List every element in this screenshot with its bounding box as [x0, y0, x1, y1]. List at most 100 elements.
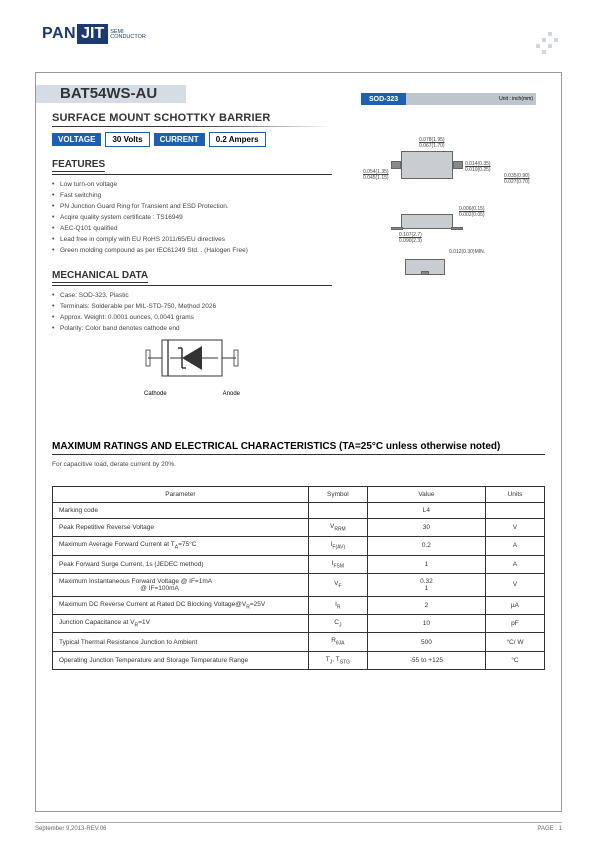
list-item: Green molding compound as per IEC61249 S…	[52, 247, 352, 254]
col-value: Value	[367, 487, 485, 503]
footer-page: PAGE . 1	[537, 826, 562, 832]
cell-param: Maximum DC Reverse Current at Rated DC B…	[53, 596, 309, 614]
table-row: Maximum Average Forward Current at TA=75…	[53, 537, 545, 555]
pkg-lead-end	[421, 271, 429, 275]
cell-value: 2	[367, 596, 485, 614]
cell-units: A	[485, 537, 544, 555]
logo-jit-box: JIT	[77, 24, 108, 44]
logo-sub2: CONDUCTOR	[110, 34, 146, 40]
content-frame: BAT54WS-AU SURFACE MOUNT SCHOTTKY BARRIE…	[35, 72, 562, 812]
pkg-body-side	[401, 214, 453, 229]
current-value: 0.2 Ampers	[209, 132, 266, 147]
package-diagram: SOD-323 Unit : inch(mm) 0.078(1.95) 0.06…	[361, 93, 561, 304]
cell-value: 1	[367, 555, 485, 573]
footer: September 9,2013-REV.06 PAGE . 1	[35, 822, 562, 832]
cell-param: Typical Thermal Resistance Junction to A…	[53, 633, 309, 651]
dim-d6: 0.010(0.25)	[465, 167, 491, 173]
pkg-lead-right	[453, 161, 463, 169]
cell-symbol	[308, 503, 367, 519]
cell-param: Marking code	[53, 503, 309, 519]
cell-param: Peak Repetitive Reverse Voltage	[53, 519, 309, 537]
dim-d12: 0.090(2.3)	[399, 238, 422, 244]
anode-label: Anode	[223, 391, 240, 397]
part-number: BAT54WS-AU	[60, 85, 157, 102]
col-units: Units	[485, 487, 544, 503]
cell-symbol: VF	[308, 573, 367, 596]
cell-symbol: RθJA	[308, 633, 367, 651]
cell-units: °C/ W	[485, 633, 544, 651]
table-row: Peak Repetitive Reverse Voltage VRRM 30 …	[53, 519, 545, 537]
list-item: Terminals: Solderable per MIL-STD-750, M…	[52, 303, 352, 310]
cell-symbol: IFSM	[308, 555, 367, 573]
features-underline	[52, 174, 332, 175]
cell-param: Peak Forward Surge Current, 1s (JEDEC me…	[53, 555, 309, 573]
cell-units: µA	[485, 596, 544, 614]
pkg-lr	[451, 227, 463, 230]
ratings-tbody: Marking code L4 Peak Repetitive Reverse …	[53, 503, 545, 670]
list-item: AEC-Q101 qualified	[52, 225, 352, 232]
current-label: CURRENT	[154, 133, 205, 146]
product-subtitle: SURFACE MOUNT SCHOTTKY BARRIER	[52, 112, 352, 124]
cell-units: A	[485, 555, 544, 573]
spec-line: VOLTAGE 30 Volts CURRENT 0.2 Ampers	[52, 132, 352, 147]
list-item: Approx. Weight: 0.0001 ounces, 0.0041 gr…	[52, 314, 352, 321]
dim-d4: 0.045(1.15)	[363, 175, 389, 181]
features-list: Low turn-on voltage Fast switching PN Junc…	[52, 181, 352, 254]
mech-underline	[52, 285, 332, 286]
cell-symbol: VRRM	[308, 519, 367, 537]
list-item: Lead free in comply with EU RoHS 2011/65…	[52, 236, 352, 243]
features-head: FEATURES	[52, 159, 105, 172]
cell-param: Operating Junction Temperature and Stora…	[53, 651, 309, 669]
col-parameter: Parameter	[53, 487, 309, 503]
cell-value: -55 to +125	[367, 651, 485, 669]
list-item: Acqire quality system certificate : TS16…	[52, 214, 352, 221]
cell-value: 0.321	[367, 573, 485, 596]
dim-d13: 0.012(0.30)MIN.	[449, 249, 485, 255]
cell-units: V	[485, 519, 544, 537]
cell-symbol: CJ	[308, 615, 367, 633]
cell-units: pF	[485, 615, 544, 633]
title-row: BAT54WS-AU	[52, 85, 545, 102]
decorative-dots	[530, 28, 560, 58]
dim-d8: 0.027(0.70)	[504, 179, 530, 185]
cell-param: Junction Capacitance at VR=1V	[53, 615, 309, 633]
logo-sub: SEMI CONDUCTOR	[110, 30, 146, 41]
table-row: Operating Junction Temperature and Stora…	[53, 651, 545, 669]
list-item: PN Junction Guard Ring for Transient and…	[52, 203, 352, 210]
left-column: SURFACE MOUNT SCHOTTKY BARRIER VOLTAGE 3…	[52, 112, 352, 397]
cell-value: 500	[367, 633, 485, 651]
cell-units: °C	[485, 651, 544, 669]
logo-jit-text: JIT	[81, 25, 104, 42]
footer-date: September 9,2013-REV.06	[35, 826, 107, 832]
cell-symbol: IF(AV)	[308, 537, 367, 555]
diode-symbol: Cathode Anode	[142, 338, 242, 397]
ratings-note: For capacitive load, derate current by 2…	[52, 461, 545, 468]
list-item: Fast switching	[52, 192, 352, 199]
cell-symbol: IR	[308, 596, 367, 614]
mech-list: Case: SOD-323, Plastic Terminals: Soldera…	[52, 292, 352, 332]
list-item: Polarity: Color band denotes cathode end	[52, 325, 352, 332]
cell-value: 30	[367, 519, 485, 537]
cell-units	[485, 503, 544, 519]
package-drawing: 0.078(1.95) 0.067(1.70) 0.054(1.35) 0.04…	[361, 119, 561, 304]
voltage-label: VOLTAGE	[52, 133, 101, 146]
cell-units: V	[485, 573, 544, 596]
cell-value: L4	[367, 503, 485, 519]
cell-value: 0.2	[367, 537, 485, 555]
list-item: Low turn-on voltage	[52, 181, 352, 188]
cell-param: Maximum Instantaneous Forward Voltage @ …	[53, 573, 309, 596]
table-row: Peak Forward Surge Current, 1s (JEDEC me…	[53, 555, 545, 573]
pkg-ll	[391, 227, 403, 230]
ratings-head-text: MAXIMUM RATINGS AND ELECTRICAL CHARACTER…	[52, 441, 500, 452]
cathode-label: Cathode	[144, 391, 167, 397]
dim-d10: 0.002(0.05)	[459, 212, 485, 218]
dim-d2: 0.067(1.70)	[419, 143, 445, 149]
list-item: Case: SOD-323, Plastic	[52, 292, 352, 299]
cell-param: Maximum Average Forward Current at TA=75…	[53, 537, 309, 555]
table-row: Maximum DC Reverse Current at Rated DC B…	[53, 596, 545, 614]
col-symbol: Symbol	[308, 487, 367, 503]
voltage-value: 30 Volts	[105, 132, 149, 147]
logo-pan-text: PAN	[42, 25, 76, 43]
table-row: Junction Capacitance at VR=1V CJ 10 pF	[53, 615, 545, 633]
brand-header: PAN JIT SEMI CONDUCTOR	[42, 24, 146, 44]
